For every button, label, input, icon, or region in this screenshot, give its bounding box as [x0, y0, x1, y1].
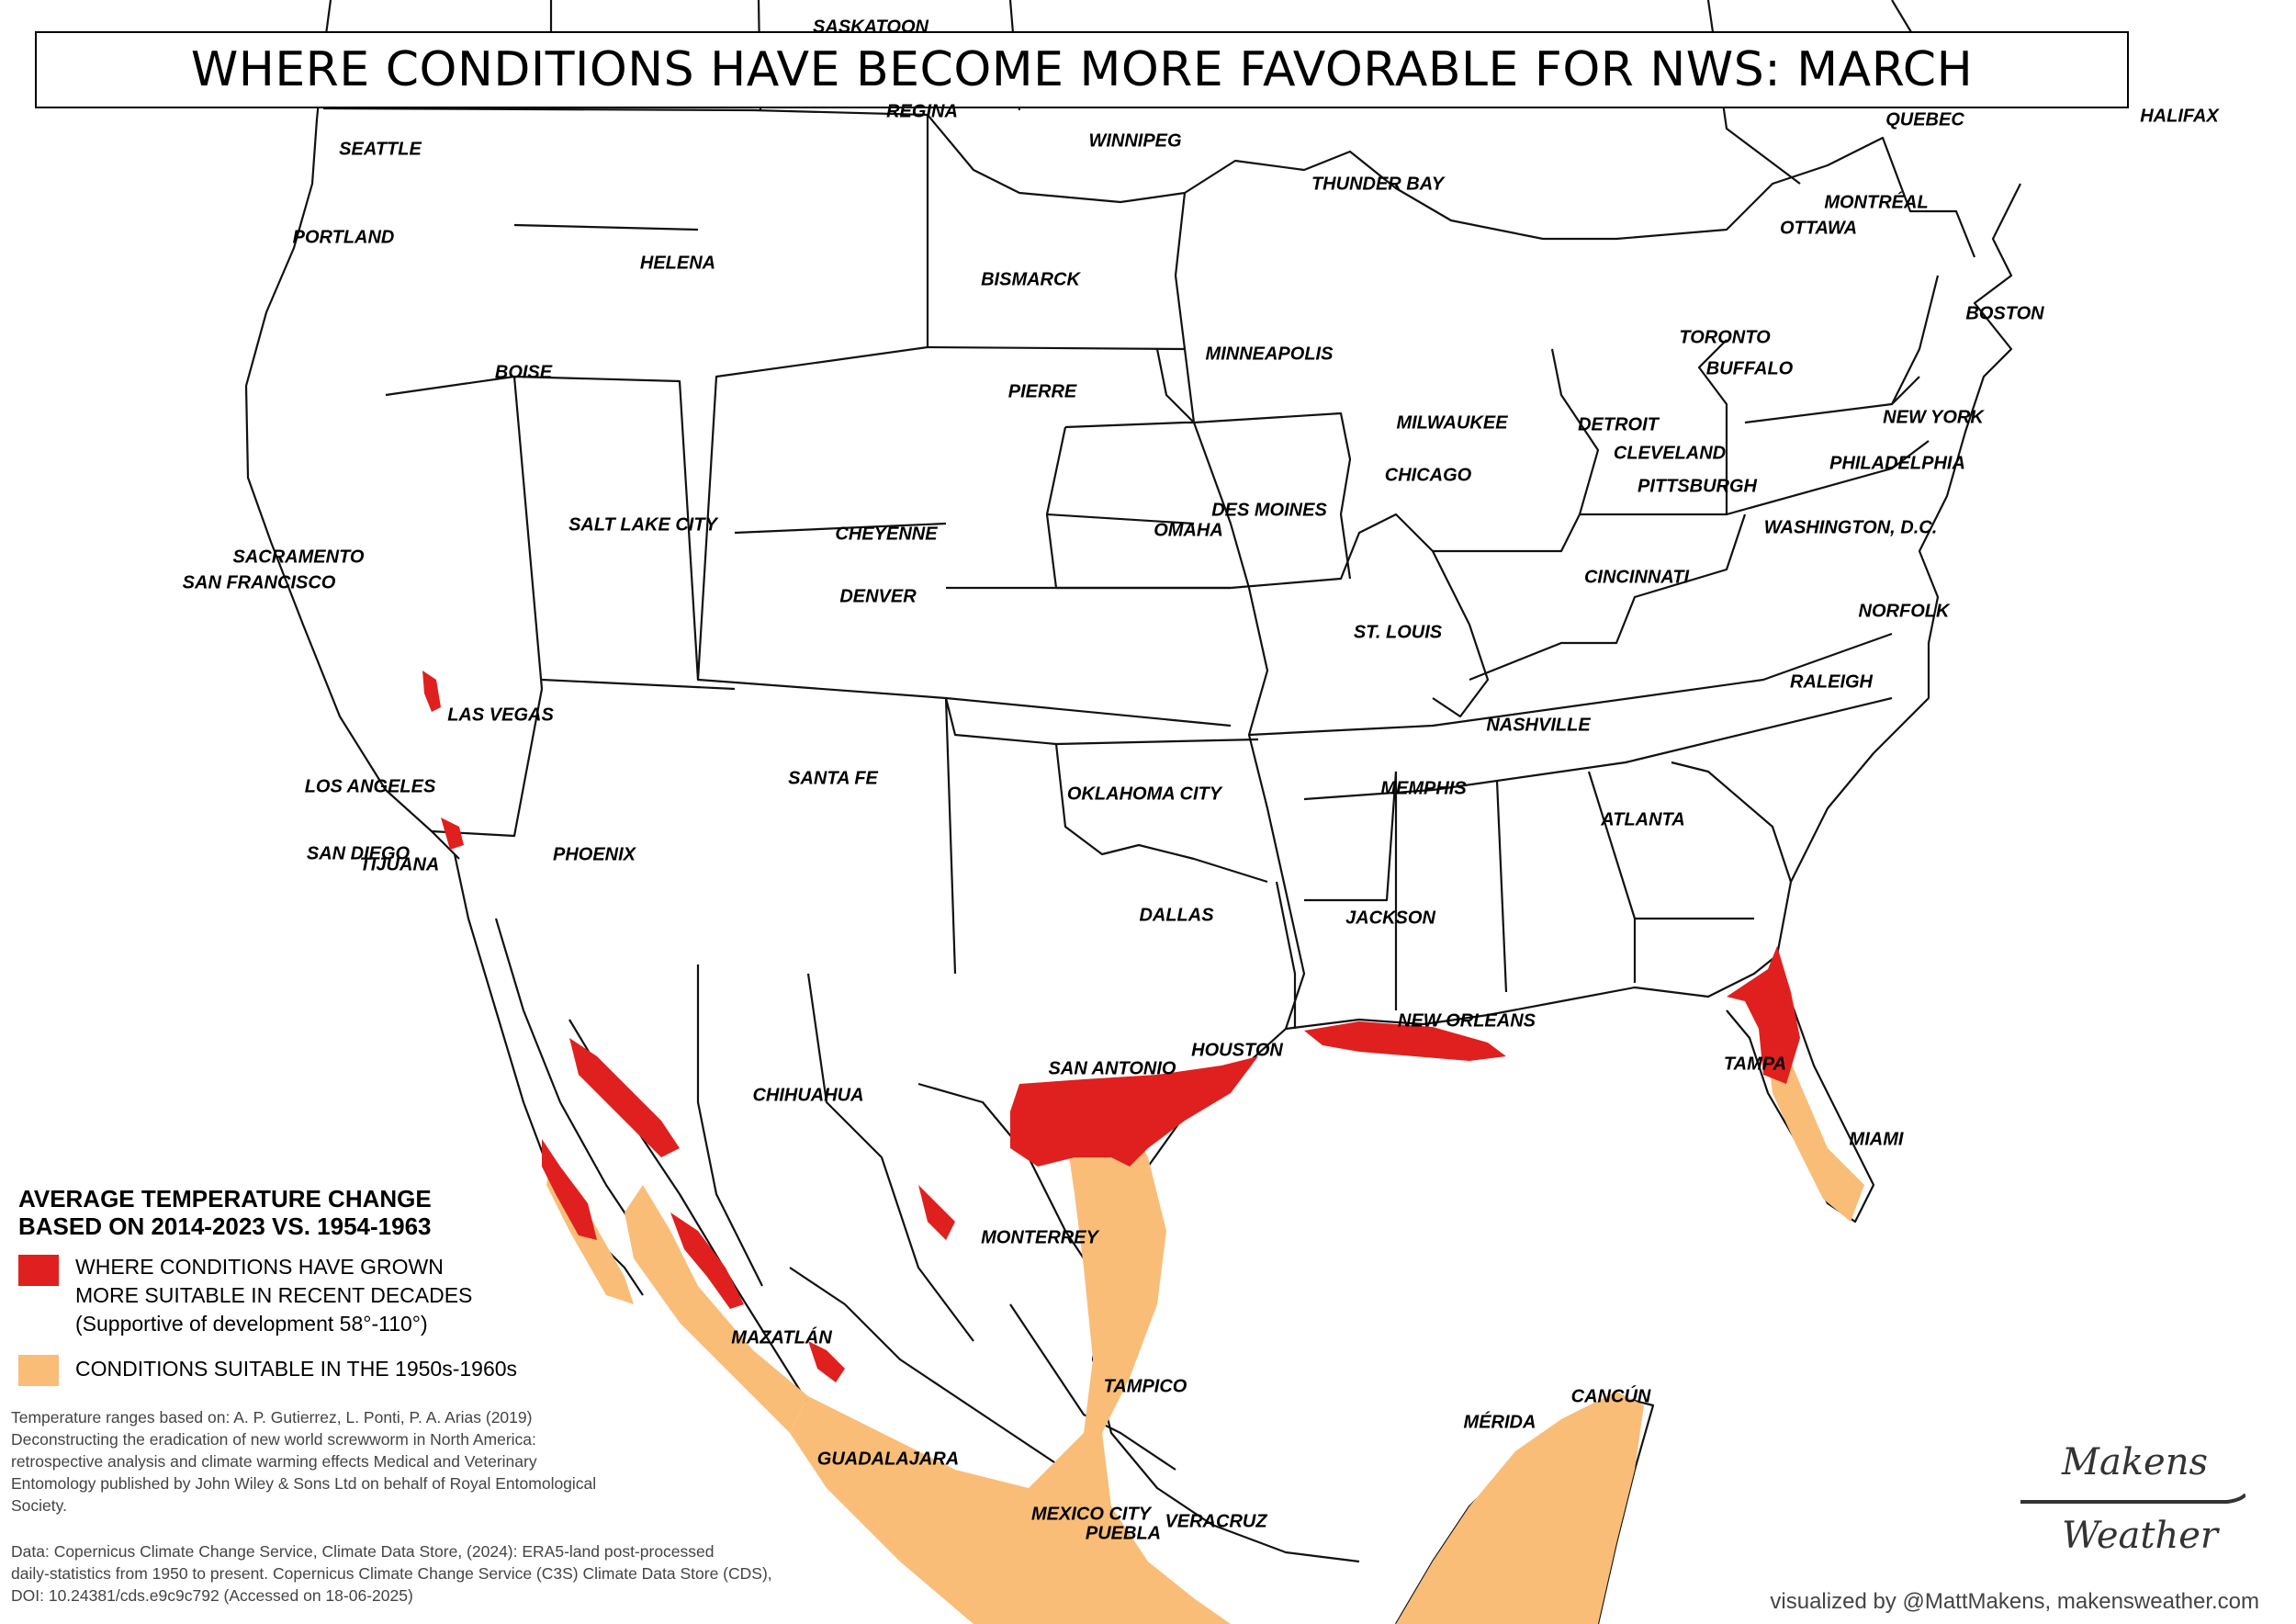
city-label: MIAMI: [1849, 1129, 1904, 1150]
legend-item-recent: WHERE CONDITIONS HAVE GROWN MORE SUITABL…: [18, 1253, 716, 1338]
city-label: DETROIT: [1578, 414, 1659, 435]
legend-item-historic: CONDITIONS SUITABLE IN THE 1950s-1960s: [18, 1355, 716, 1386]
city-label: BOISE: [494, 362, 553, 383]
city-label: ST. LOUIS: [1353, 622, 1443, 643]
city-label: SALT LAKE CITY: [568, 514, 717, 536]
city-label: PUEBLA: [1085, 1523, 1162, 1544]
title-box: WHERE CONDITIONS HAVE BECOME MORE FAVORA…: [35, 31, 2129, 108]
city-label: NEW ORLEANS: [1398, 1010, 1536, 1032]
credit-line: visualized by @MattMakens, makensweather…: [1770, 1589, 2259, 1614]
legend-swatch-red: [18, 1255, 59, 1286]
city-label: THUNDER BAY: [1311, 174, 1445, 195]
source-line: Temperature ranges based on: A. P. Gutie…: [11, 1408, 533, 1427]
city-label: CHIHUAHUA: [752, 1085, 864, 1106]
data-line: DOI: 10.24381/cds.e9c9c792 (Accessed on …: [11, 1586, 413, 1605]
city-label: BOSTON: [1965, 303, 2044, 324]
city-label: OTTAWA: [1779, 218, 1858, 239]
city-label: MINNEAPOLIS: [1205, 344, 1334, 365]
city-label: WASHINGTON, D.C.: [1763, 517, 1938, 538]
page-title: WHERE CONDITIONS HAVE BECOME MORE FAVORA…: [190, 42, 1974, 97]
legend-swatch-orange: [18, 1355, 59, 1386]
city-label: MAZATLÁN: [731, 1327, 832, 1348]
legend: AVERAGE TEMPERATURE CHANGE BASED ON 2014…: [18, 1185, 716, 1386]
city-label: JACKSON: [1345, 908, 1435, 929]
city-label: LAS VEGAS: [447, 705, 554, 726]
city-label: PHILADELPHIA: [1829, 453, 1965, 474]
city-label: DALLAS: [1139, 905, 1214, 926]
city-label: SACRAMENTO: [232, 547, 365, 568]
city-label: ATLANTA: [1601, 809, 1685, 830]
city-label: SAN DIEGO: [306, 843, 411, 864]
legend-label-recent-line1: WHERE CONDITIONS HAVE GROWN: [75, 1255, 444, 1279]
city-label: PORTLAND: [292, 227, 395, 248]
data-line: Data: Copernicus Climate Change Service,…: [11, 1542, 715, 1561]
legend-title-line2: BASED ON 2014-2023 VS. 1954-1963: [18, 1212, 432, 1240]
legend-label-recent-line2: MORE SUITABLE IN RECENT DECADES: [75, 1283, 473, 1307]
city-label: SAN ANTONIO: [1048, 1058, 1176, 1079]
city-label: NASHVILLE: [1486, 715, 1591, 736]
city-label: MONTERREY: [981, 1227, 1098, 1248]
source-line: Entomology published by John Wiley & Son…: [11, 1474, 597, 1493]
historic-suitable-areas: [546, 1029, 1864, 1624]
city-label: RALEIGH: [1790, 671, 1873, 693]
city-label: HELENA: [639, 253, 716, 274]
city-label: TAMPA: [1723, 1054, 1787, 1075]
city-label: OKLAHOMA CITY: [1066, 784, 1222, 805]
source-line: Society.: [11, 1496, 67, 1515]
city-label: WINNIPEG: [1088, 130, 1182, 152]
source-line: retrospective analysis and climate warmi…: [11, 1452, 537, 1471]
city-label: PHOENIX: [552, 844, 636, 865]
makens-weather-logo: Makens Weather: [2020, 1441, 2245, 1557]
city-label: GUADALAJARA: [816, 1449, 960, 1470]
source-line: Deconstructing the eradication of new wo…: [11, 1430, 536, 1449]
source-citation: Temperature ranges based on: A. P. Gutie…: [11, 1406, 773, 1517]
city-label: TORONTO: [1679, 327, 1771, 348]
city-label: CHICAGO: [1384, 465, 1472, 486]
city-label: PITTSBURGH: [1638, 476, 1757, 497]
city-label: PIERRE: [1007, 381, 1077, 402]
city-label: CANCÚN: [1570, 1386, 1651, 1407]
city-label: QUEBEC: [1885, 109, 1964, 130]
city-label: BISMARCK: [981, 269, 1080, 290]
city-label: NEW YORK: [1883, 407, 1984, 428]
city-label: DES MOINES: [1211, 500, 1327, 521]
city-label: DENVER: [839, 586, 917, 607]
city-label: CHEYENNE: [835, 524, 938, 545]
logo-text-makens: Makens: [2061, 1441, 2208, 1483]
city-label: REGINA: [886, 101, 958, 122]
city-label: SAN FRANCISCO: [182, 572, 336, 593]
city-label: SEATTLE: [339, 139, 422, 160]
city-label: BUFFALO: [1705, 358, 1794, 379]
city-label: MONTRÉAL: [1824, 192, 1929, 213]
city-label: OMAHA: [1154, 520, 1223, 541]
data-citation: Data: Copernicus Climate Change Service,…: [11, 1540, 773, 1607]
city-label: LOS ANGELES: [304, 776, 436, 797]
city-label: TIJUANA: [359, 854, 440, 875]
logo-text-weather: Weather: [2062, 1515, 2221, 1557]
city-label: SASKATOON: [813, 17, 929, 38]
city-label: HALIFAX: [2140, 106, 2219, 127]
city-label: CLEVELAND: [1613, 443, 1727, 464]
city-label: VERACRUZ: [1165, 1511, 1267, 1532]
legend-title-line1: AVERAGE TEMPERATURE CHANGE: [18, 1185, 432, 1212]
recent-suitable-areas: [422, 671, 1800, 1382]
logo-swoosh-icon: [2020, 1493, 2245, 1504]
legend-label-recent-line3: (Supportive of development 58°-110°): [75, 1312, 428, 1336]
city-label: TAMPICO: [1103, 1376, 1187, 1397]
city-label: MEMPHIS: [1380, 778, 1467, 799]
city-label: HOUSTON: [1191, 1040, 1283, 1061]
city-label: MÉRIDA: [1463, 1412, 1536, 1433]
city-label: MEXICO CITY: [1030, 1504, 1152, 1525]
city-label: SANTA FE: [788, 768, 878, 789]
legend-label-historic: CONDITIONS SUITABLE IN THE 1950s-1960s: [75, 1357, 518, 1381]
city-label: MILWAUKEE: [1396, 412, 1508, 434]
city-label: NORFOLK: [1858, 601, 1950, 622]
data-line: daily-statistics from 1950 to present. C…: [11, 1564, 772, 1583]
city-label: CINCINNATI: [1583, 567, 1690, 588]
